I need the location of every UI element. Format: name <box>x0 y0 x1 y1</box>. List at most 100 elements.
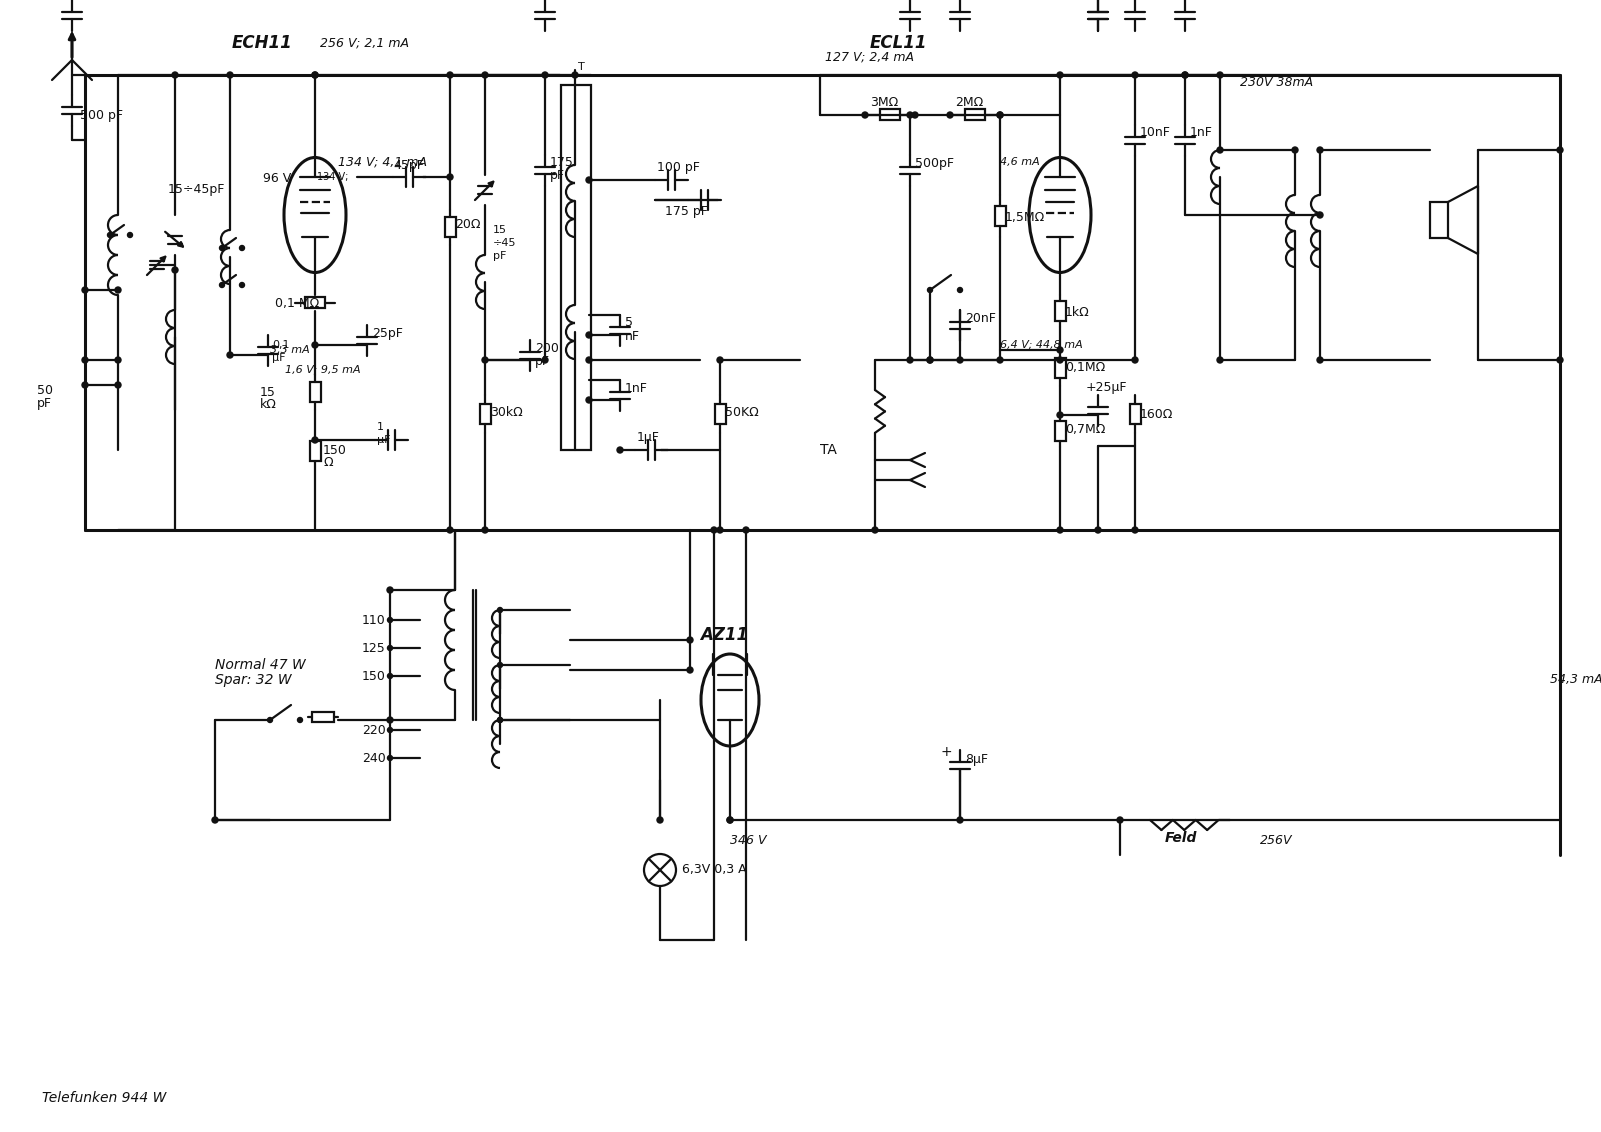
Circle shape <box>387 588 392 593</box>
Text: +: + <box>940 745 951 758</box>
Bar <box>311 381 320 402</box>
Text: 1nF: 1nF <box>1190 127 1214 139</box>
Circle shape <box>656 817 663 823</box>
Text: 0,1: 0,1 <box>272 340 290 350</box>
Text: 1,6 V; 9,5 mA: 1,6 V; 9,5 mA <box>285 365 360 375</box>
Circle shape <box>240 283 245 288</box>
Text: 6,3V 0,3 A: 6,3V 0,3 A <box>682 864 746 876</box>
Text: 110: 110 <box>362 615 386 627</box>
Text: 15÷45pF: 15÷45pF <box>168 183 226 197</box>
Circle shape <box>312 342 319 348</box>
Text: 1nF: 1nF <box>624 381 648 394</box>
Circle shape <box>1132 528 1138 533</box>
Circle shape <box>997 357 1002 363</box>
Circle shape <box>948 112 953 118</box>
Text: pF: pF <box>551 170 565 182</box>
Circle shape <box>586 177 592 183</box>
Text: 200: 200 <box>535 342 559 354</box>
Bar <box>994 206 1005 226</box>
Circle shape <box>727 817 733 823</box>
Text: 45pF: 45pF <box>392 160 424 172</box>
Text: 1,5MΩ: 1,5MΩ <box>1005 212 1045 224</box>
Circle shape <box>687 637 693 643</box>
Text: 0,1 MΩ: 0,1 MΩ <box>275 297 319 309</box>
Circle shape <box>498 662 503 668</box>
Text: 15: 15 <box>493 225 508 235</box>
Text: 500 pF: 500 pF <box>80 109 123 121</box>
Text: ECH11: ECH11 <box>232 34 293 52</box>
Text: AZ11: AZ11 <box>700 626 748 644</box>
Circle shape <box>1132 72 1138 78</box>
Circle shape <box>1558 357 1563 363</box>
Circle shape <box>387 617 392 623</box>
Circle shape <box>873 528 877 533</box>
Circle shape <box>1117 817 1122 823</box>
Circle shape <box>82 357 88 363</box>
Circle shape <box>543 72 548 78</box>
Text: 5: 5 <box>624 317 632 329</box>
Bar <box>1130 404 1142 424</box>
Circle shape <box>1057 357 1063 363</box>
Text: 54,3 mA: 54,3 mA <box>1550 674 1601 686</box>
Circle shape <box>387 645 392 651</box>
Circle shape <box>957 817 962 823</box>
Circle shape <box>1217 357 1223 363</box>
Text: 1: 1 <box>376 422 384 432</box>
Text: 160Ω: 160Ω <box>1140 409 1174 421</box>
Circle shape <box>957 357 962 363</box>
Bar <box>480 404 492 424</box>
Text: 220: 220 <box>362 724 386 738</box>
Text: Feld: Feld <box>1166 831 1198 844</box>
Text: 175: 175 <box>551 156 573 170</box>
Text: 1µF: 1µF <box>637 431 660 445</box>
Text: TA: TA <box>820 443 837 457</box>
Text: Telefunken 944 W: Telefunken 944 W <box>42 1091 167 1105</box>
Circle shape <box>227 352 234 358</box>
Circle shape <box>1057 72 1063 78</box>
Circle shape <box>219 246 224 250</box>
Text: 175 pF: 175 pF <box>664 206 708 218</box>
Circle shape <box>997 112 1002 118</box>
Text: 500pF: 500pF <box>916 156 954 170</box>
Text: +25µF: +25µF <box>1085 381 1127 394</box>
Circle shape <box>447 72 453 78</box>
Text: 50KΩ: 50KΩ <box>725 406 759 420</box>
Circle shape <box>82 288 88 293</box>
Circle shape <box>1558 147 1563 153</box>
Circle shape <box>957 288 962 292</box>
Circle shape <box>711 528 717 533</box>
Circle shape <box>543 357 548 363</box>
Text: 240: 240 <box>362 753 386 765</box>
Text: 134 V; 4,1 mA: 134 V; 4,1 mA <box>338 155 427 169</box>
Circle shape <box>1217 72 1223 78</box>
Circle shape <box>387 755 392 761</box>
Text: 256V: 256V <box>1260 833 1292 847</box>
Bar <box>560 85 591 451</box>
Text: 30kΩ: 30kΩ <box>490 406 524 420</box>
Circle shape <box>482 72 488 78</box>
Circle shape <box>1057 348 1063 353</box>
Circle shape <box>1217 147 1223 153</box>
Bar <box>311 441 320 461</box>
Bar <box>445 217 456 237</box>
Circle shape <box>687 667 693 674</box>
Text: 150: 150 <box>323 444 347 456</box>
Circle shape <box>717 528 724 533</box>
Circle shape <box>616 447 623 453</box>
Text: 134 V;: 134 V; <box>317 172 349 182</box>
Text: 10nF: 10nF <box>1140 127 1170 139</box>
Bar <box>716 404 725 424</box>
Circle shape <box>927 357 933 363</box>
Circle shape <box>115 381 122 388</box>
Circle shape <box>1318 147 1322 153</box>
Text: 8µF: 8µF <box>965 754 988 766</box>
Circle shape <box>1095 528 1101 533</box>
Circle shape <box>498 608 503 612</box>
Text: 50: 50 <box>37 384 53 396</box>
Text: T: T <box>578 62 584 72</box>
Text: 6,4 V; 44,8 mA: 6,4 V; 44,8 mA <box>1001 340 1082 350</box>
Text: Normal 47 W: Normal 47 W <box>215 658 306 672</box>
Circle shape <box>1318 357 1322 363</box>
Text: 256 V; 2,1 mA: 256 V; 2,1 mA <box>320 36 408 50</box>
Bar <box>1055 301 1066 321</box>
